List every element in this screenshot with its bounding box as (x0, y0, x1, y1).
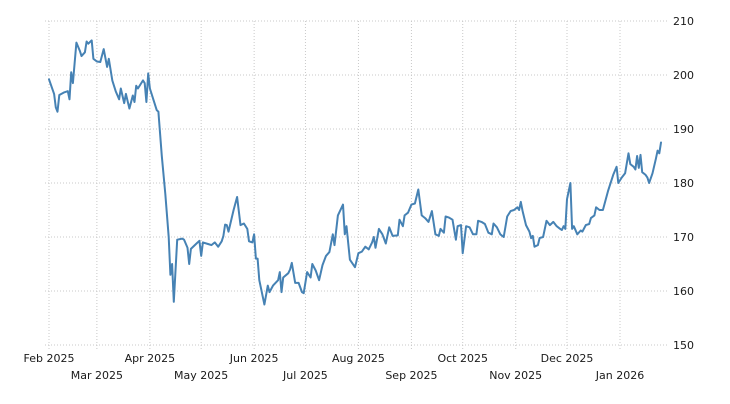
x-tick-label: Feb 2025 (24, 352, 75, 365)
y-tick-label: 180 (673, 177, 694, 190)
x-tick-label: Dec 2025 (541, 352, 594, 365)
y-axis-ticks: 150 160 170 180 190 200 210 (673, 15, 694, 352)
x-tick-label: Apr 2025 (125, 352, 176, 365)
y-tick-label: 150 (673, 339, 694, 352)
y-tick-label: 200 (673, 69, 694, 82)
x-tick-label: Jun 2025 (229, 352, 279, 365)
x-tick-label: Mar 2025 (71, 369, 123, 382)
y-tick-label: 190 (673, 123, 694, 136)
x-tick-label: Aug 2025 (332, 352, 385, 365)
x-tick-label: Nov 2025 (489, 369, 542, 382)
x-tick-label: Sep 2025 (385, 369, 437, 382)
x-tick-label: Oct 2025 (437, 352, 488, 365)
price-line-series (48, 39, 662, 306)
y-tick-label: 210 (673, 15, 694, 28)
x-tick-label: May 2025 (174, 369, 228, 382)
y-tick-label: 160 (673, 285, 694, 298)
y-tick-label: 170 (673, 231, 694, 244)
x-tick-label: Jan 2026 (595, 369, 644, 382)
grid-lines (45, 20, 668, 350)
x-tick-label: Jul 2025 (282, 369, 328, 382)
